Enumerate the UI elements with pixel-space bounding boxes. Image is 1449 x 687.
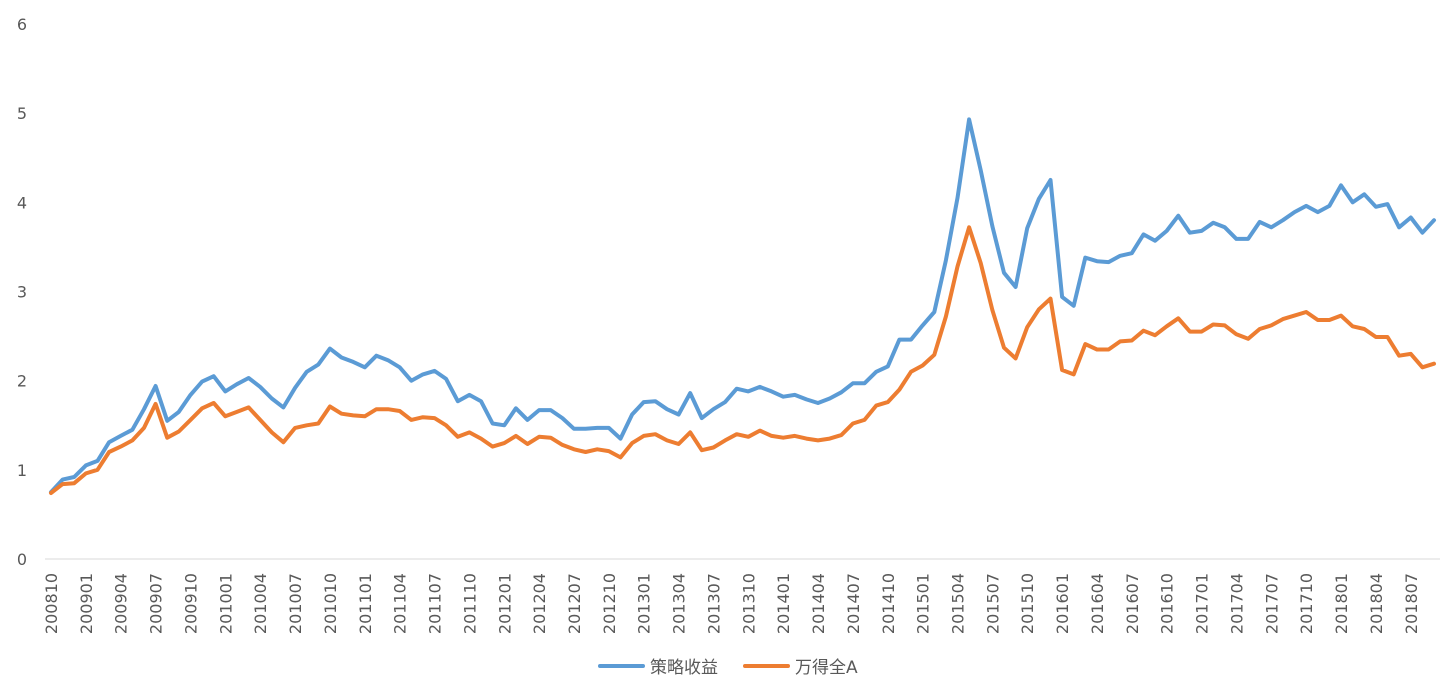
- x-tick-label: 201310: [739, 573, 758, 634]
- x-tick-label: 201510: [1018, 573, 1037, 634]
- legend: 策略收益 万得全A: [598, 658, 858, 678]
- x-tick-label: 201710: [1297, 573, 1316, 634]
- x-tick-label: 201801: [1332, 573, 1351, 634]
- legend-label: 策略收益: [650, 658, 718, 678]
- x-tick-label: 201804: [1367, 573, 1386, 634]
- x-tick-label: 201410: [879, 573, 898, 634]
- legend-label: 万得全A: [795, 658, 858, 678]
- series-line-1: [49, 117, 1436, 495]
- y-tick-label: 6: [17, 15, 27, 34]
- x-tick-label: 201301: [635, 573, 654, 634]
- x-tick-label: 201807: [1402, 573, 1421, 634]
- x-tick-label: 201707: [1262, 573, 1281, 634]
- x-tick-label: 201107: [426, 573, 445, 634]
- x-tick-label: 201610: [1158, 573, 1177, 634]
- x-tick-label: 201604: [1088, 573, 1107, 634]
- x-tick-label: 201407: [844, 573, 863, 634]
- y-tick-label: 4: [17, 193, 27, 212]
- x-tick-label: 201404: [809, 573, 828, 634]
- x-tick-label: 200904: [112, 573, 131, 634]
- x-tick-label: 201010: [321, 573, 340, 634]
- y-tick-label: 3: [17, 283, 27, 302]
- x-tick-label: 201210: [600, 573, 619, 634]
- x-tick-label: 200901: [77, 573, 96, 634]
- series-line-2: [49, 225, 1436, 495]
- x-tick-label: 201207: [565, 573, 584, 634]
- x-tick-label: 201401: [774, 573, 793, 634]
- x-axis: 200810 200901 200904 200907 200910 201001 2010…: [42, 573, 1421, 634]
- x-tick-label: 201507: [983, 573, 1002, 634]
- x-tick-label: 201004: [251, 573, 270, 634]
- x-tick-label: 200810: [42, 573, 61, 634]
- x-tick-label: 201504: [949, 573, 968, 634]
- x-tick-label: 200910: [181, 573, 200, 634]
- x-tick-label: 201204: [530, 573, 549, 634]
- x-tick-label: 201104: [391, 573, 410, 634]
- series-layer: [49, 117, 1436, 495]
- x-tick-label: 201704: [1227, 573, 1246, 634]
- x-tick-label: 201304: [670, 573, 689, 634]
- x-tick-label: 201110: [460, 573, 479, 634]
- x-tick-label: 201001: [216, 573, 235, 634]
- x-tick-label: 201701: [1193, 573, 1212, 634]
- x-tick-label: 201307: [704, 573, 723, 634]
- x-tick-label: 201201: [495, 573, 514, 634]
- x-tick-label: 201501: [914, 573, 933, 634]
- y-tick-label: 5: [17, 104, 27, 123]
- y-tick-label: 2: [17, 372, 27, 391]
- x-tick-label: 201607: [1123, 573, 1142, 634]
- y-tick-label: 1: [17, 461, 27, 480]
- x-tick-label: 200907: [147, 573, 166, 634]
- x-tick-label: 201101: [356, 573, 375, 634]
- y-tick-label: 0: [17, 550, 27, 569]
- y-axis: 0 1 2 3 4 5 6: [17, 15, 27, 569]
- x-tick-label: 201007: [286, 573, 305, 634]
- x-tick-label: 201601: [1053, 573, 1072, 634]
